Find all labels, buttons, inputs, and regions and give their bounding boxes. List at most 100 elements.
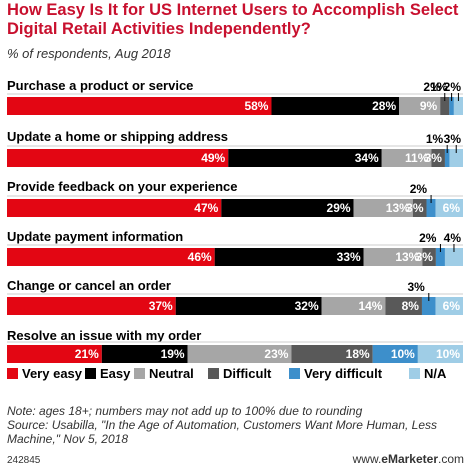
- bar-segment: [372, 345, 418, 363]
- data-label: 46%: [188, 250, 212, 264]
- bar-segment: [7, 149, 229, 167]
- bar-segment: [431, 149, 445, 167]
- bar-segment: [417, 345, 463, 363]
- legend-swatch: [208, 368, 219, 379]
- legend-label: Neutral: [149, 366, 194, 381]
- data-label: 4%: [444, 231, 462, 245]
- bar-segment: [385, 297, 422, 315]
- data-label: 10%: [391, 347, 415, 361]
- note-text: Note: ages 18+; numbers may not add up t…: [7, 404, 363, 418]
- chart-subtitle: % of respondents, Aug 2018: [7, 46, 171, 61]
- bar-segment: [435, 199, 463, 217]
- category-label: Update a home or shipping address: [7, 129, 228, 144]
- legend-swatch: [134, 368, 145, 379]
- brand-logo: www.eMarketer.com: [353, 452, 464, 466]
- legend-swatch: [85, 368, 96, 379]
- legend-label: Difficult: [223, 366, 272, 381]
- bar-segment: [399, 97, 441, 115]
- data-label: 21%: [75, 347, 99, 361]
- chart-title: How Easy Is It for US Internet Users to …: [7, 1, 459, 38]
- bar-segment: [221, 199, 354, 217]
- data-label: 6%: [443, 299, 461, 313]
- brand-name: eMarketer: [381, 452, 438, 466]
- data-label: 2%: [444, 80, 462, 94]
- data-label: 1%: [426, 132, 444, 146]
- data-label: 10%: [436, 347, 460, 361]
- bar-segment: [228, 149, 382, 167]
- data-label: 49%: [201, 151, 225, 165]
- data-label: 1%: [430, 80, 448, 94]
- data-label: 32%: [295, 299, 319, 313]
- category-label: Update payment information: [7, 229, 183, 244]
- legend-label: Very difficult: [304, 366, 383, 381]
- data-label: 3%: [407, 280, 425, 294]
- bar-segment: [7, 297, 176, 315]
- bar-segment: [421, 297, 436, 315]
- legend-label: Easy: [100, 366, 131, 381]
- legend-swatch: [289, 368, 300, 379]
- category-label: Change or cancel an order: [7, 278, 171, 293]
- bar-segment: [435, 297, 463, 315]
- data-label: 3%: [425, 151, 443, 165]
- data-label: 23%: [264, 347, 288, 361]
- bar-segment: [444, 248, 463, 266]
- bar-segment: [449, 149, 463, 167]
- category-label: Resolve an issue with my order: [7, 328, 201, 343]
- bar-segment: [444, 149, 450, 167]
- bar-segment: [449, 97, 454, 115]
- legend-swatch: [409, 368, 420, 379]
- data-label: 9%: [420, 99, 438, 113]
- bar-segment: [7, 248, 215, 266]
- bar-segment: [426, 199, 436, 217]
- data-label: 18%: [346, 347, 370, 361]
- data-label: 13%: [386, 201, 410, 215]
- chart-notes: Note: ages 18+; numbers may not add up t…: [7, 404, 467, 446]
- data-label: 3%: [444, 132, 462, 146]
- bar-segment: [214, 248, 364, 266]
- data-label: 6%: [443, 201, 461, 215]
- source-text: Source: Usabilla, "In the Age of Automat…: [7, 418, 438, 446]
- data-label: 29%: [327, 201, 351, 215]
- data-label: 58%: [244, 99, 268, 113]
- data-label: 37%: [149, 299, 173, 313]
- bar-segment: [422, 248, 436, 266]
- bar-segment: [7, 199, 222, 217]
- bar-segment: [440, 97, 450, 115]
- bar-segment: [412, 199, 427, 217]
- data-label: 11%: [405, 151, 429, 165]
- bar-segment: [175, 297, 322, 315]
- bar-segment: [271, 97, 400, 115]
- bar-segment: [7, 345, 102, 363]
- data-label: 33%: [337, 250, 361, 264]
- legend-swatch: [7, 368, 18, 379]
- data-label: 14%: [358, 299, 382, 313]
- data-label: 34%: [355, 151, 379, 165]
- bar-segment: [435, 248, 445, 266]
- legend-label: Very easy: [22, 366, 83, 381]
- bar-segment: [321, 297, 386, 315]
- chart-id: 242845: [7, 455, 41, 466]
- data-label: 3%: [406, 201, 424, 215]
- bar-segment: [363, 248, 423, 266]
- category-label: Purchase a product or service: [7, 78, 193, 93]
- bar-segment: [381, 149, 432, 167]
- data-label: 2%: [419, 231, 437, 245]
- data-label: 47%: [194, 201, 218, 215]
- data-label: 13%: [395, 250, 419, 264]
- bar-segment: [101, 345, 188, 363]
- category-label: Provide feedback on your experience: [7, 179, 237, 194]
- data-label: 3%: [416, 250, 434, 264]
- data-label: 2%: [410, 182, 428, 196]
- bar-segment: [187, 345, 292, 363]
- data-label: 8%: [402, 299, 420, 313]
- data-label: 28%: [372, 99, 396, 113]
- legend-label: N/A: [424, 366, 447, 381]
- brand-suffix: .com: [437, 452, 464, 466]
- bar-segment: [453, 97, 463, 115]
- data-label: 19%: [161, 347, 185, 361]
- brand-prefix: www.: [352, 452, 382, 466]
- bar-segment: [7, 97, 272, 115]
- bar-segment: [353, 199, 413, 217]
- data-label: 2%: [423, 80, 441, 94]
